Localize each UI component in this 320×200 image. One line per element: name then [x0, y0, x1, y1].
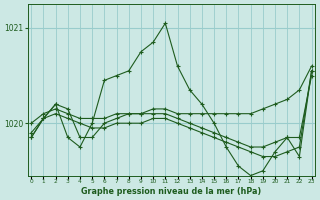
X-axis label: Graphe pression niveau de la mer (hPa): Graphe pression niveau de la mer (hPa) [81, 187, 261, 196]
